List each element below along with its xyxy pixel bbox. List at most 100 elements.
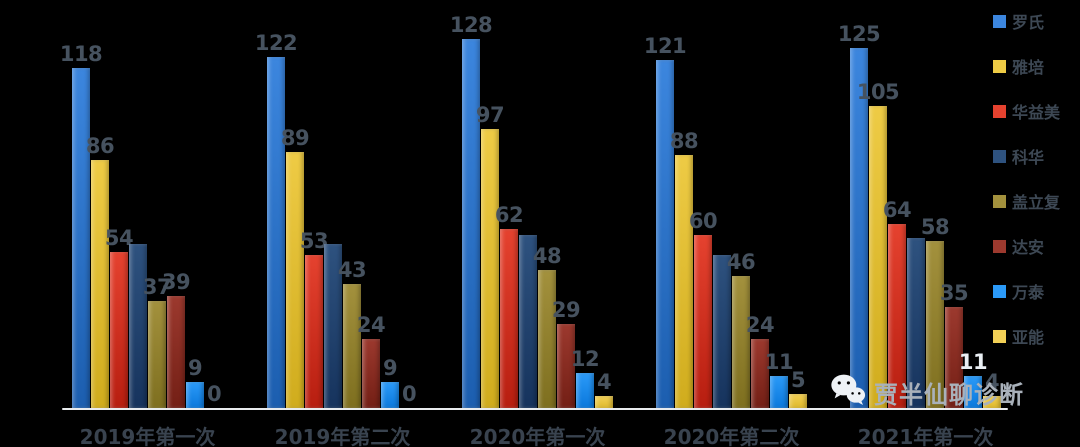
bar-亚能-2020年第一次 — [595, 396, 613, 408]
bar-雅培-2019年第二次 — [286, 152, 304, 408]
category-label: 2019年第一次 — [79, 425, 216, 447]
bar-value-label: 46 — [726, 250, 756, 274]
legend-item-万泰: 万泰 — [993, 282, 1045, 302]
bar-value-label: 54 — [104, 226, 134, 250]
bar-华益美-2019年第一次 — [110, 252, 128, 408]
bar-value-label: 4 — [596, 370, 612, 394]
bar-value-label: 29 — [551, 298, 581, 322]
bar-达安-2020年第二次 — [751, 339, 769, 408]
bar-科华-2020年第二次 — [713, 255, 731, 408]
bar-罗氏-2021年第一次 — [850, 48, 868, 408]
bar-万泰-2019年第二次 — [381, 382, 399, 408]
bar-value-label: 53 — [299, 229, 329, 253]
bar-雅培-2021年第一次 — [869, 106, 887, 408]
bar-value-label: 64 — [882, 198, 912, 222]
legend-swatch — [993, 59, 1006, 73]
bar-华益美-2019年第二次 — [305, 255, 323, 408]
legend-swatch — [993, 194, 1006, 208]
bar-罗氏-2019年第二次 — [267, 57, 285, 408]
bar-达安-2019年第一次 — [167, 296, 185, 408]
legend-item-盖立复: 盖立复 — [993, 192, 1061, 212]
bar-value-label: 39 — [161, 270, 191, 294]
bar-万泰-2020年第一次 — [576, 373, 594, 408]
legend-swatch — [993, 284, 1006, 298]
bar-达安-2019年第二次 — [362, 339, 380, 408]
bar-value-label: 4 — [984, 370, 1000, 394]
watermark-text: 贾半仙聊诊断 — [874, 380, 1024, 409]
x-axis-line — [62, 408, 1008, 410]
bar-科华-2019年第二次 — [324, 244, 342, 408]
bar-value-label: 128 — [449, 13, 493, 37]
legend-label: 万泰 — [1012, 283, 1045, 302]
legend-item-雅培: 雅培 — [993, 57, 1045, 77]
legend-label: 亚能 — [1012, 328, 1045, 347]
bar-value-label: 86 — [85, 134, 115, 158]
bar-亚能-2020年第二次 — [789, 394, 807, 408]
bar-value-label: 48 — [532, 244, 562, 268]
bar-value-label: 62 — [494, 203, 524, 227]
bar-value-label: 122 — [254, 31, 298, 55]
bar-科华-2019年第一次 — [129, 244, 147, 408]
bar-value-label: 5 — [790, 368, 806, 392]
category-label: 2020年第一次 — [469, 425, 606, 447]
bar-value-label: 11 — [958, 350, 988, 374]
bar-亚能-2021年第一次 — [983, 396, 1001, 408]
legend-item-华益美: 华益美 — [993, 102, 1061, 122]
bar-罗氏-2020年第二次 — [656, 60, 674, 408]
category-label: 2021年第一次 — [857, 425, 994, 447]
legend-label: 科华 — [1012, 148, 1045, 167]
bar-雅培-2020年第二次 — [675, 155, 693, 408]
legend-label: 罗氏 — [1012, 13, 1045, 32]
bar-雅培-2020年第一次 — [481, 129, 499, 408]
bar-value-label: 118 — [59, 42, 103, 66]
bar-华益美-2020年第一次 — [500, 229, 518, 408]
bar-value-label: 58 — [920, 215, 950, 239]
legend-item-科华: 科华 — [993, 147, 1045, 167]
bar-达安-2021年第一次 — [945, 307, 963, 408]
legend-label: 达安 — [1012, 238, 1045, 257]
bar-value-label: 121 — [643, 34, 687, 58]
category-label: 2019年第二次 — [274, 425, 411, 447]
bar-value-label: 24 — [356, 313, 386, 337]
legend-label: 华益美 — [1012, 103, 1061, 122]
bar-雅培-2019年第一次 — [91, 160, 109, 408]
bar-value-label: 125 — [837, 22, 881, 46]
legend-item-达安: 达安 — [993, 237, 1045, 257]
bar-科华-2021年第一次 — [907, 238, 925, 408]
bar-value-label: 35 — [939, 281, 969, 305]
bar-达安-2020年第一次 — [557, 324, 575, 408]
watermark: 贾半仙聊诊断 — [828, 370, 1024, 414]
bar-华益美-2020年第二次 — [694, 235, 712, 408]
bar-value-label: 9 — [382, 356, 398, 380]
bar-value-label: 0 — [401, 382, 417, 406]
bar-万泰-2021年第一次 — [964, 376, 982, 408]
wechat-icon — [828, 370, 868, 414]
bar-万泰-2020年第二次 — [770, 376, 788, 408]
legend-swatch — [993, 14, 1006, 28]
bar-value-label: 88 — [669, 129, 699, 153]
bar-value-label: 24 — [745, 313, 775, 337]
bar-盖立复-2020年第一次 — [538, 270, 556, 408]
legend-swatch — [993, 239, 1006, 253]
bar-华益美-2021年第一次 — [888, 224, 906, 408]
bar-罗氏-2019年第一次 — [72, 68, 90, 408]
bar-罗氏-2020年第一次 — [462, 39, 480, 408]
bar-value-label: 43 — [337, 258, 367, 282]
bar-盖立复-2019年第一次 — [148, 301, 166, 408]
legend-label: 雅培 — [1012, 58, 1045, 77]
bar-科华-2020年第一次 — [519, 235, 537, 408]
bar-value-label: 97 — [475, 103, 505, 127]
bar-万泰-2019年第一次 — [186, 382, 204, 408]
category-label: 2020年第二次 — [663, 425, 800, 447]
bar-value-label: 37 — [142, 275, 172, 299]
legend-swatch — [993, 149, 1006, 163]
bar-value-label: 89 — [280, 126, 310, 150]
legend-label: 盖立复 — [1012, 193, 1061, 212]
legend-swatch — [993, 329, 1006, 343]
legend-item-亚能: 亚能 — [993, 327, 1045, 347]
bar-盖立复-2020年第二次 — [732, 276, 750, 408]
bar-盖立复-2021年第一次 — [926, 241, 944, 408]
bar-盖立复-2019年第二次 — [343, 284, 361, 408]
bar-value-label: 9 — [187, 356, 203, 380]
